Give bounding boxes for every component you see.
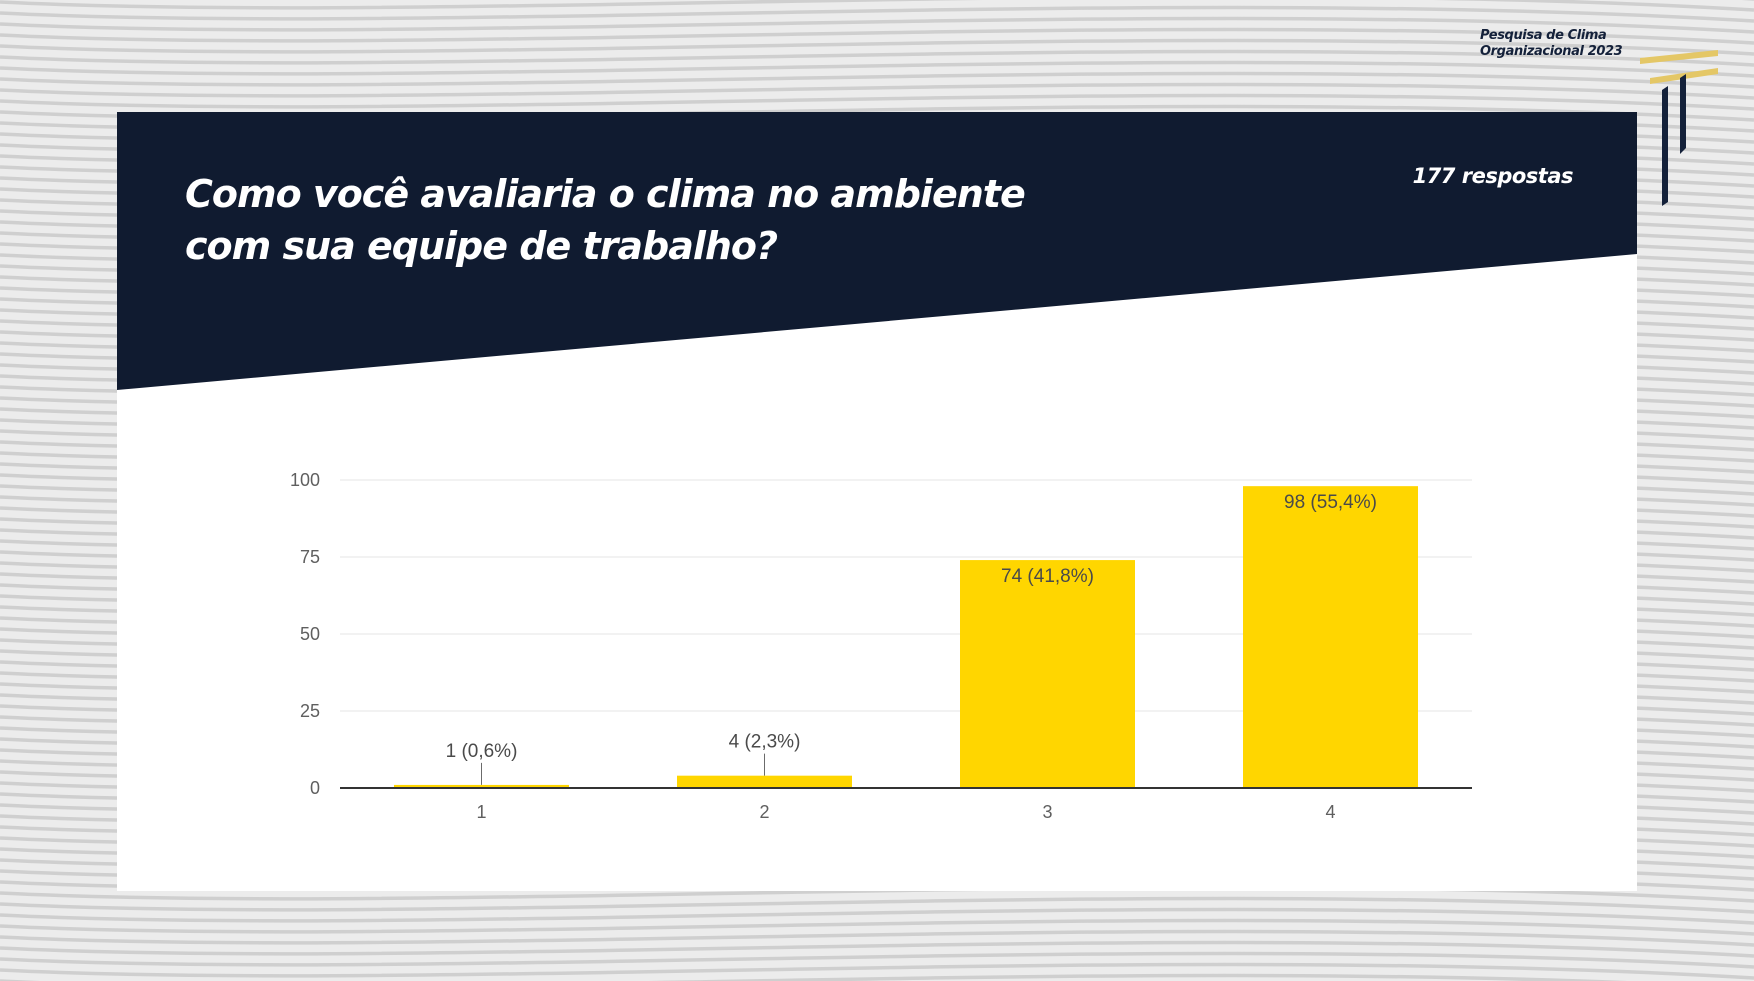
brand-logo-icon <box>1640 50 1718 206</box>
background-wave-line <box>0 0 1754 12</box>
y-tick-label: 100 <box>290 470 320 490</box>
y-tick-label: 50 <box>300 624 320 644</box>
brand-title-line1: Pesquisa de Clima <box>1480 28 1607 43</box>
background-wave-line <box>0 907 1754 925</box>
background-wave-line <box>0 929 1754 947</box>
brand-logo-left-bar <box>1662 86 1668 206</box>
brand-logo-gold-stripe <box>1640 50 1718 64</box>
background-wave-line <box>0 38 1754 56</box>
brand-title: Pesquisa de Clima Organizacional 2023 <box>1480 28 1680 60</box>
data-label: 1 (0,6%) <box>446 741 518 762</box>
x-tick-label: 2 <box>759 802 769 822</box>
bar <box>394 784 569 788</box>
question-card: Como você avaliaria o clima no ambiente … <box>117 112 1637 891</box>
background-wave-line <box>0 93 1754 111</box>
y-tick-label: 75 <box>300 547 320 567</box>
background-wave-line <box>0 82 1754 100</box>
y-tick-label: 25 <box>300 701 320 721</box>
x-tick-label: 4 <box>1325 802 1335 822</box>
banner-shape <box>117 112 1637 390</box>
bar-chart: 0 25 50 75 100 1 (0,6%) 1 4 (2,3%) 2 74 (41,8%) 3 9… <box>290 470 1472 822</box>
background-wave-line <box>0 71 1754 89</box>
response-count: 177 respostas <box>1412 164 1574 188</box>
background-wave-line <box>0 951 1754 969</box>
background-wave-line <box>0 60 1754 78</box>
bar <box>960 560 1135 788</box>
background-wave-line <box>0 16 1754 34</box>
background-wave-line <box>0 5 1754 23</box>
background-wave-line <box>0 918 1754 936</box>
x-tick-label: 1 <box>476 802 486 822</box>
x-tick-label: 3 <box>1042 802 1052 822</box>
background-wave-line <box>0 962 1754 980</box>
brand-title-line2: Organizacional 2023 <box>1480 44 1623 59</box>
data-label: 74 (41,8%) <box>1001 566 1094 587</box>
background-wave-line <box>0 940 1754 958</box>
y-tick-label: 0 <box>310 778 320 798</box>
background-wave-line <box>0 973 1629 981</box>
bar <box>1243 486 1418 788</box>
bar <box>677 775 852 788</box>
question-banner <box>117 112 1637 390</box>
data-label: 98 (55,4%) <box>1284 492 1377 513</box>
brand-logo-right-bar <box>1680 74 1686 154</box>
data-label: 4 (2,3%) <box>729 732 801 753</box>
background-wave-line <box>0 49 1754 67</box>
question-title: Como você avaliaria o clima no ambiente … <box>185 172 1026 268</box>
background-wave-line <box>0 896 1754 914</box>
background-wave-line <box>0 27 1754 45</box>
